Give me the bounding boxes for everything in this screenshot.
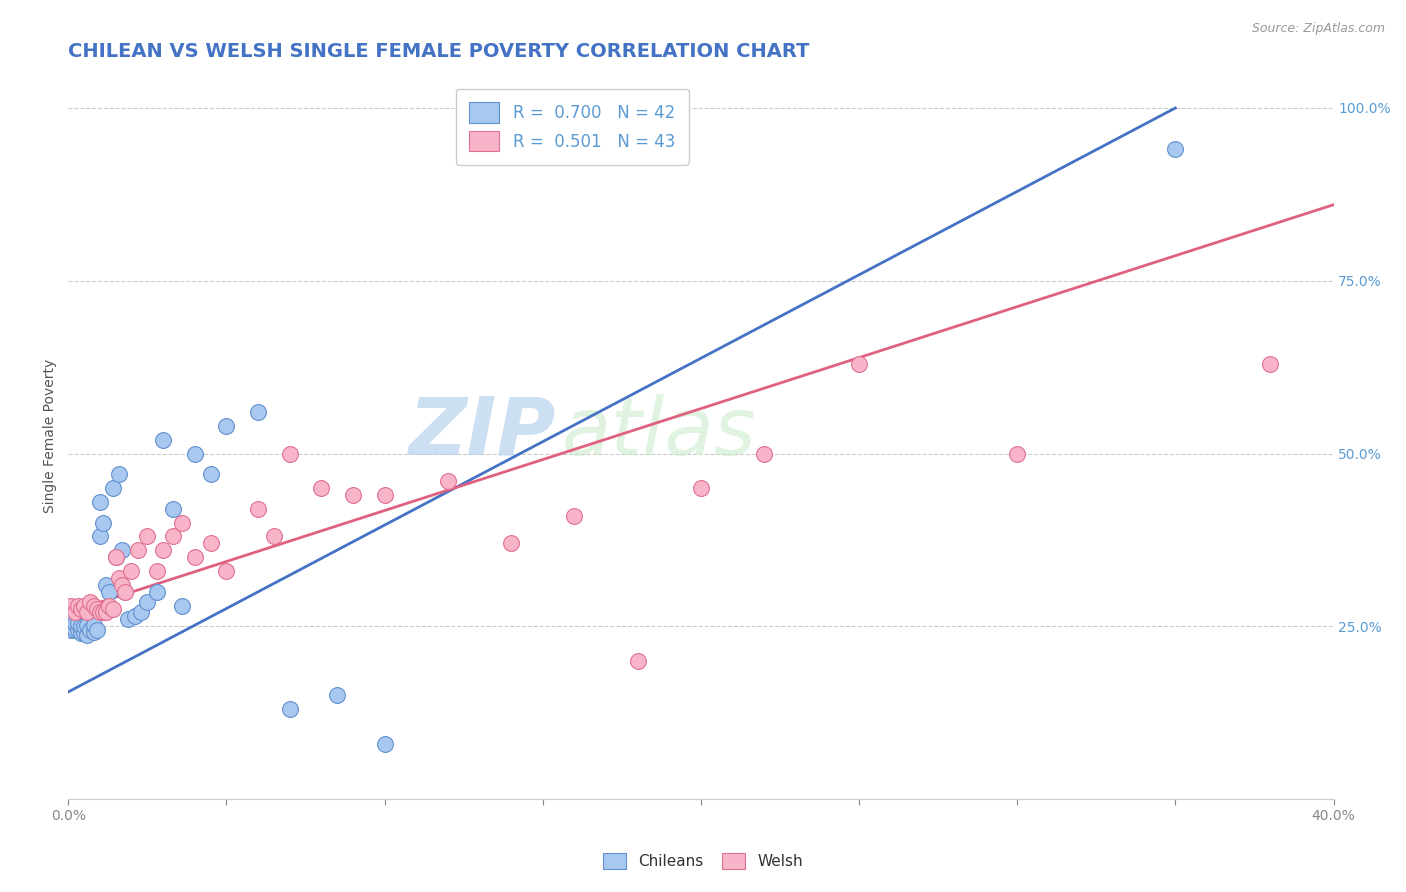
- Point: [374, 488, 396, 502]
- Point: [117, 612, 139, 626]
- Point: [152, 543, 174, 558]
- Point: [104, 550, 127, 565]
- Point: [83, 618, 105, 632]
- Point: [73, 619, 96, 633]
- Point: [76, 618, 98, 632]
- Point: [60, 623, 83, 637]
- Point: [91, 606, 114, 620]
- Point: [70, 626, 93, 640]
- Point: [215, 418, 238, 433]
- Point: [136, 529, 159, 543]
- Point: [63, 606, 86, 620]
- Point: [108, 571, 131, 585]
- Point: [114, 584, 136, 599]
- Point: [162, 501, 184, 516]
- Point: [79, 595, 101, 609]
- Point: [437, 474, 460, 488]
- Point: [1164, 143, 1187, 157]
- Point: [83, 599, 105, 613]
- Point: [848, 357, 870, 371]
- Point: [247, 405, 270, 419]
- Point: [96, 578, 118, 592]
- Point: [127, 543, 149, 558]
- Point: [79, 623, 101, 637]
- Point: [66, 623, 89, 637]
- Point: [101, 602, 124, 616]
- Point: [104, 550, 127, 565]
- Point: [124, 609, 146, 624]
- Point: [152, 433, 174, 447]
- Point: [1258, 357, 1281, 371]
- Point: [86, 624, 108, 638]
- Point: [86, 602, 108, 616]
- Point: [342, 488, 364, 502]
- Legend: Chileans, Welsh: Chileans, Welsh: [598, 847, 808, 875]
- Point: [184, 446, 207, 460]
- Point: [499, 536, 522, 550]
- Point: [89, 529, 111, 543]
- Point: [562, 508, 585, 523]
- Point: [96, 606, 118, 620]
- Point: [136, 595, 159, 609]
- Text: ZIP: ZIP: [408, 393, 555, 472]
- Point: [626, 654, 648, 668]
- Point: [83, 624, 105, 639]
- Point: [89, 495, 111, 509]
- Point: [200, 536, 222, 550]
- Point: [60, 599, 83, 613]
- Point: [215, 564, 238, 578]
- Point: [1005, 446, 1028, 460]
- Point: [101, 481, 124, 495]
- Point: [63, 623, 86, 637]
- Legend: R =  0.700   N = 42, R =  0.501   N = 43: R = 0.700 N = 42, R = 0.501 N = 43: [456, 89, 689, 165]
- Point: [752, 446, 775, 460]
- Point: [91, 516, 114, 530]
- Point: [146, 584, 169, 599]
- Point: [108, 467, 131, 482]
- Point: [278, 446, 301, 460]
- Point: [263, 529, 285, 543]
- Text: atlas: atlas: [561, 393, 756, 472]
- Point: [76, 606, 98, 620]
- Point: [200, 467, 222, 482]
- Point: [111, 578, 134, 592]
- Point: [98, 584, 121, 599]
- Point: [374, 737, 396, 751]
- Point: [278, 702, 301, 716]
- Point: [311, 481, 333, 495]
- Point: [73, 599, 96, 613]
- Point: [66, 599, 89, 613]
- Point: [247, 501, 270, 516]
- Point: [76, 627, 98, 641]
- Point: [98, 599, 121, 613]
- Text: CHILEAN VS WELSH SINGLE FEMALE POVERTY CORRELATION CHART: CHILEAN VS WELSH SINGLE FEMALE POVERTY C…: [69, 42, 810, 61]
- Point: [172, 516, 194, 530]
- Point: [70, 602, 93, 616]
- Point: [184, 550, 207, 565]
- Point: [73, 626, 96, 640]
- Point: [129, 606, 152, 620]
- Point: [63, 615, 86, 630]
- Point: [111, 543, 134, 558]
- Point: [89, 606, 111, 620]
- Point: [326, 689, 349, 703]
- Y-axis label: Single Female Poverty: Single Female Poverty: [44, 359, 58, 514]
- Point: [114, 584, 136, 599]
- Point: [146, 564, 169, 578]
- Point: [689, 481, 711, 495]
- Point: [60, 615, 83, 630]
- Point: [66, 615, 89, 630]
- Text: Source: ZipAtlas.com: Source: ZipAtlas.com: [1251, 22, 1385, 36]
- Point: [121, 564, 143, 578]
- Point: [162, 529, 184, 543]
- Point: [70, 619, 93, 633]
- Point: [172, 599, 194, 613]
